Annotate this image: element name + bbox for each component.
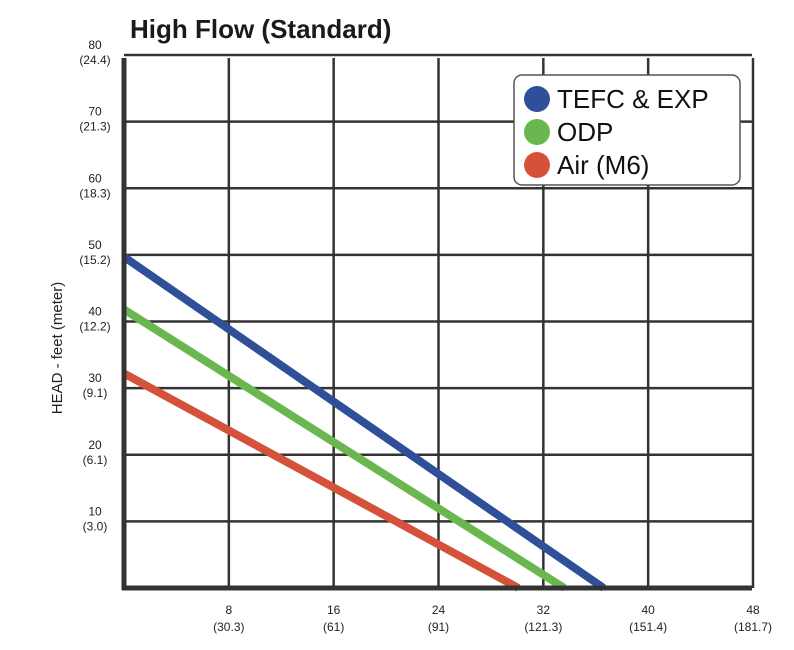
legend-marker [524,86,550,112]
x-tick-sublabel: (91) [428,620,449,634]
x-tick-sublabel: (121.3) [524,620,562,634]
legend-label: ODP [557,117,613,147]
y-tick-label: 60 [88,171,102,185]
series-line-2 [122,369,521,592]
y-tick-sublabel: (3.0) [83,519,108,533]
y-tick-sublabel: (15.2) [79,253,110,267]
y-tick-label: 50 [88,238,102,252]
x-ticks: 8 (30.3) 16 (61) 24 (91) 32 (121.3) 40 (151.4) 48 (… [213,603,772,634]
series-layer [121,253,606,592]
chart-title: High Flow (Standard) [130,14,391,44]
legend-label: TEFC & EXP [557,84,709,114]
y-tick-sublabel: (6.1) [83,453,108,467]
y-tick-sublabel: (18.3) [79,186,110,200]
y-tick-label: 10 [88,504,102,518]
y-tick-label: 20 [88,438,102,452]
x-tick-sublabel: (151.4) [629,620,667,634]
y-tick-sublabel: (24.4) [79,53,110,67]
legend-marker [524,152,550,178]
x-tick-label: 24 [432,603,446,617]
x-tick-label: 40 [641,603,655,617]
x-tick-sublabel: (61) [323,620,344,634]
series-line-1 [121,306,567,592]
y-tick-sublabel: (12.2) [79,320,110,334]
y-axis-label: HEAD - feet (meter) [49,282,66,415]
x-tick-sublabel: (30.3) [213,620,244,634]
y-tick-label: 70 [88,105,102,119]
x-tick-label: 8 [225,603,232,617]
y-ticks: 10(3.0)20(6.1)30(9.1)40(12.2)50(15.2)60(… [79,38,110,533]
legend-label: Air (M6) [557,150,649,180]
axes [121,58,752,591]
x-tick-label: 32 [537,603,551,617]
y-tick-label: 80 [88,38,102,52]
series-line-0 [121,253,606,592]
legend-box [513,74,741,186]
y-tick-sublabel: (21.3) [79,120,110,134]
y-tick-label: 40 [88,305,102,319]
x-tick-sublabel: (181.7) [734,620,772,634]
y-tick-label: 30 [88,371,102,385]
legend-marker [524,119,550,145]
y-tick-sublabel: (9.1) [83,386,108,400]
x-tick-label: 16 [327,603,341,617]
x-tick-label: 48 [746,603,760,617]
